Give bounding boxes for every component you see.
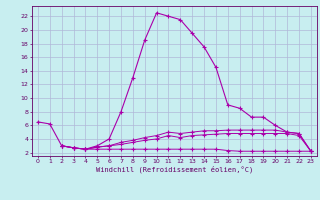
X-axis label: Windchill (Refroidissement éolien,°C): Windchill (Refroidissement éolien,°C): [96, 166, 253, 173]
